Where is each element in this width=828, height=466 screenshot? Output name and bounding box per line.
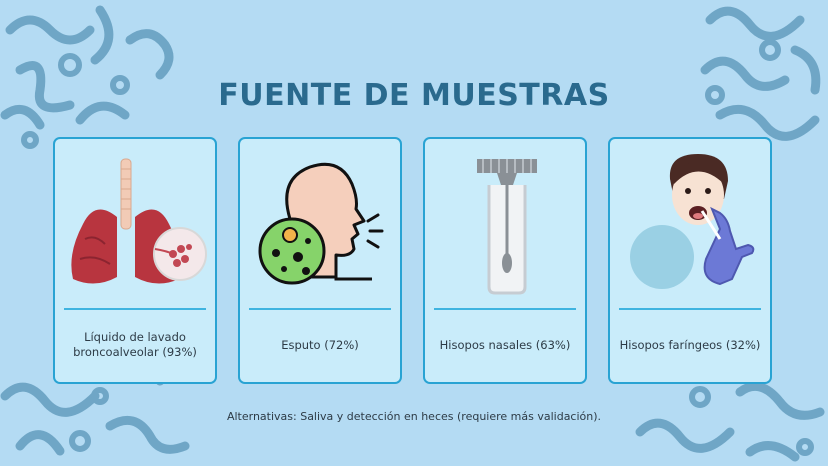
sample-card-nasal: Hisopos nasales (63%) <box>423 137 587 384</box>
card-label: Líquido de lavado broncoalveolar (93%) <box>73 330 197 359</box>
throat-swab-icon <box>630 154 755 289</box>
corner-pattern-top-left <box>0 5 174 149</box>
card-divider <box>64 308 206 310</box>
card-divider <box>434 308 576 310</box>
slide-title: FUENTE DE MUESTRAS <box>218 78 610 113</box>
corner-pattern-bottom-right <box>635 381 825 462</box>
card-divider <box>249 308 391 310</box>
card-label: Hisopos faríngeos (32%) <box>619 337 761 352</box>
card-divider <box>619 308 761 310</box>
lungs-icon <box>71 158 207 284</box>
card-label: Esputo (72%) <box>281 337 359 352</box>
sample-card-sputum: Esputo (72%) <box>238 137 402 384</box>
card-label: Hisopos nasales (63%) <box>439 337 571 352</box>
sample-card-throat: Hisopos faríngeos (32%) <box>608 137 772 384</box>
corner-pattern-top-right <box>700 6 821 141</box>
sample-card-bal: Líquido de lavado broncoalveolar (93%) <box>53 137 217 384</box>
nasal-swab-tube-icon <box>477 159 537 295</box>
sputum-cough-icon <box>258 162 384 285</box>
footer-note: Alternativas: Saliva y detección en hece… <box>226 410 602 423</box>
